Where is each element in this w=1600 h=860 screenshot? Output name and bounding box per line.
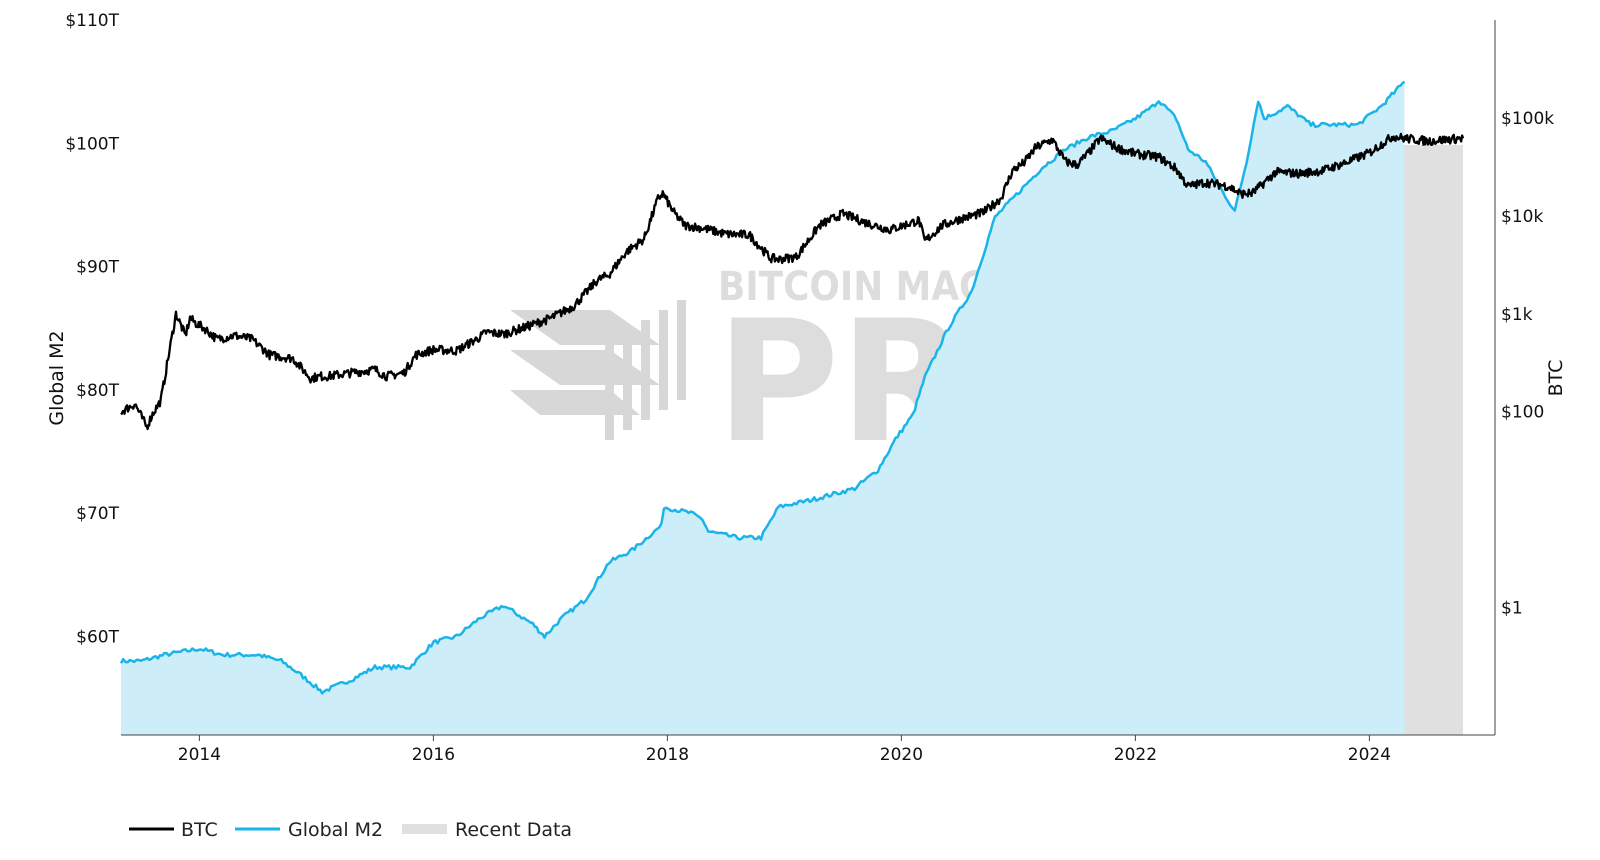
watermark-logo-icon [510,300,686,440]
btc-line [120,132,1465,431]
x-tick-label: 2016 [412,745,455,765]
plot-area [119,80,1465,736]
left-tick-label: $110T [65,11,119,31]
global-m2-line [119,80,1406,695]
left-tick-label: $90T [76,258,119,278]
left-axis-title: Global M2 [46,330,68,425]
left-tick-label: $60T [76,627,119,647]
right-tick-label: $1k [1501,305,1533,325]
global-m2-area [121,81,1405,736]
legend-global-m2-label: Global M2 [288,819,383,841]
right-axis-title: BTC [1545,360,1567,397]
legend-global-m2[interactable]: Global M2 [235,819,383,841]
x-tick-label: 2014 [178,745,221,765]
recent-data-band [1404,145,1463,735]
left-tick-label: $100T [65,134,119,154]
legend-recent-data[interactable]: Recent Data [402,819,572,841]
x-tick-label: 2018 [646,745,689,765]
x-tick-label: 2024 [1348,745,1391,765]
legend: BTC Global M2 Recent Data [129,819,572,841]
x-tick-label: 2020 [880,745,923,765]
legend-recent-data-label: Recent Data [455,819,572,841]
legend-btc[interactable]: BTC [129,819,218,841]
right-tick-label: $1 [1501,599,1523,619]
axes: 2014 2016 2018 2020 2022 2024 $60T $70T $80T $90T… [46,11,1567,765]
right-tick-label: $100k [1501,109,1554,129]
left-tick-label: $70T [76,504,119,524]
legend-btc-label: BTC [181,819,218,841]
left-tick-label: $80T [76,381,119,401]
right-tick-label: $10k [1501,207,1543,227]
right-tick-label: $100 [1501,403,1544,423]
x-tick-label: 2022 [1114,745,1157,765]
